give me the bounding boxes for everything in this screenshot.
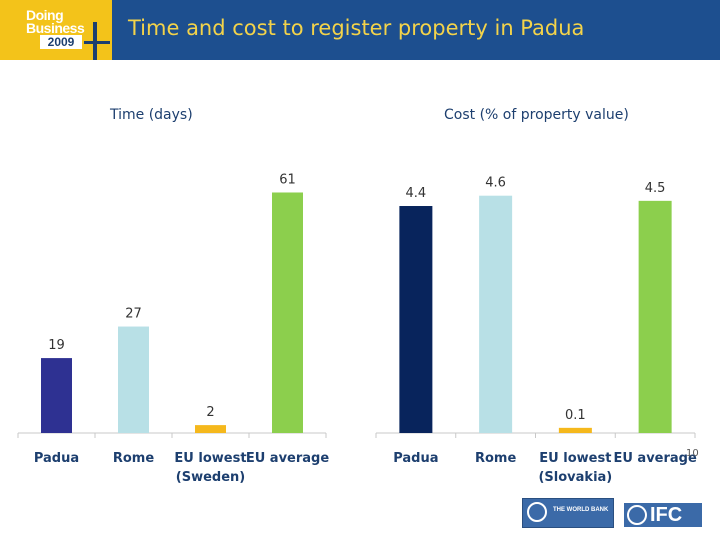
bar <box>118 326 149 433</box>
logo-year: 2009 <box>40 35 82 49</box>
chart-title: Cost (% of property value) <box>444 107 629 123</box>
category-label: Padua <box>34 451 79 466</box>
bar <box>479 195 513 433</box>
value-label: 19 <box>48 338 65 353</box>
chart-title: Time (days) <box>109 107 193 123</box>
slide-title: Time and cost to register property in Pa… <box>128 16 585 40</box>
logo-line1: Doing <box>26 7 64 23</box>
bar <box>272 192 303 433</box>
globe-icon <box>527 502 547 522</box>
category-label: Rome <box>113 451 154 466</box>
category-label: Padua <box>393 451 438 466</box>
value-label: 4.6 <box>485 176 506 191</box>
category-label: (Sweden) <box>176 470 245 485</box>
page-number: 10 <box>686 448 699 459</box>
world-bank-text: THE WORLD BANK <box>553 507 609 513</box>
bar <box>41 358 72 433</box>
ifc-text: IFC <box>650 504 683 526</box>
value-label: 4.4 <box>406 186 427 201</box>
logo-cross-horizontal <box>84 41 110 44</box>
logo-line2: Business <box>26 20 85 36</box>
doing-business-logo: Doing Business 2009 <box>0 0 112 60</box>
ifc-logo: IFC <box>624 503 702 527</box>
slide-header: Doing Business 2009 Time and cost to reg… <box>0 0 720 60</box>
value-label: 61 <box>279 172 296 187</box>
value-label: 27 <box>125 307 142 322</box>
value-label: 4.5 <box>645 181 666 196</box>
bar <box>558 427 592 433</box>
value-label: 0.1 <box>565 408 586 423</box>
world-bank-logo: THE WORLD BANK <box>522 498 614 528</box>
globe-icon <box>627 505 647 525</box>
bar <box>195 425 226 433</box>
category-label: Rome <box>475 451 516 466</box>
category-label: EU average <box>246 451 330 466</box>
category-label: EU lowest <box>174 451 246 466</box>
category-label: EU average <box>613 451 697 466</box>
category-label: EU lowest <box>539 451 611 466</box>
category-label: (Slovakia) <box>538 470 612 485</box>
bar <box>399 206 433 433</box>
charts-area: Time (days) 19 Padua 27 Rome 2 EU lowest (Swede… <box>17 107 697 485</box>
bar <box>638 200 672 433</box>
value-label: 2 <box>206 405 214 420</box>
